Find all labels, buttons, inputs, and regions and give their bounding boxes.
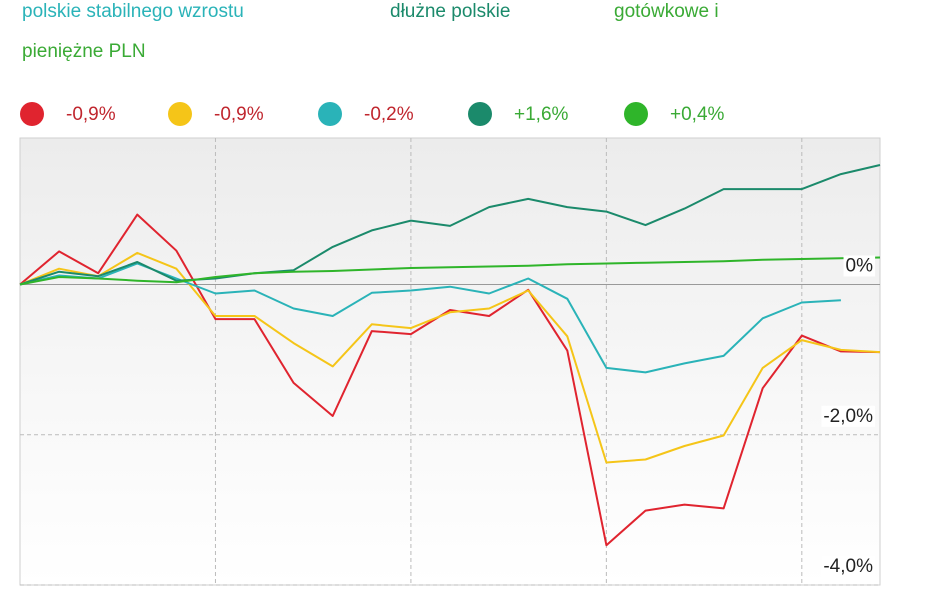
fund-heading: dłużne polskie [390, 1, 510, 22]
legend-dot [318, 102, 342, 126]
fund-heading: polskie stabilnego wzrostu [22, 1, 244, 22]
legend-label: +1,6% [514, 104, 569, 125]
fund-heading: pieniężne PLN [22, 41, 146, 62]
series-line [19, 164, 881, 286]
legend-label: -0,9% [214, 104, 264, 125]
series-line [19, 251, 881, 464]
legend-dot [168, 102, 192, 126]
legend-label: +0,4% [670, 104, 725, 125]
y-tick-label-bg [821, 405, 876, 427]
legend-label: -0,9% [66, 104, 116, 125]
fund-heading: gotówkowe i [614, 1, 719, 22]
y-tick-label-bg [821, 556, 876, 578]
legend-dot [468, 102, 492, 126]
y-tick-label: -4,0% [823, 556, 873, 577]
legend-dot [624, 102, 648, 126]
series-line [19, 256, 881, 286]
y-tick-label: -2,0% [823, 406, 873, 427]
legend-dot [20, 102, 44, 126]
y-tick-label-bg [843, 255, 876, 277]
y-tick-label: 0% [846, 256, 874, 277]
legend-label: -0,2% [364, 104, 414, 125]
plot-area [19, 137, 881, 586]
series-line [19, 213, 881, 547]
